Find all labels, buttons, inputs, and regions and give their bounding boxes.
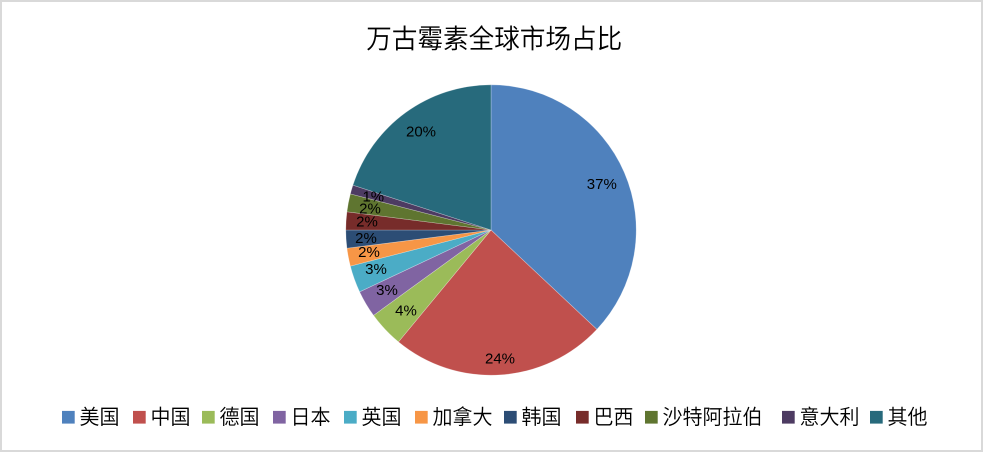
svg-text:1%: 1%: [362, 189, 384, 206]
svg-text:3%: 3%: [376, 282, 398, 299]
svg-text:2%: 2%: [355, 230, 377, 247]
svg-text:2%: 2%: [356, 214, 378, 231]
svg-text:24%: 24%: [485, 350, 515, 367]
svg-text:4%: 4%: [395, 302, 417, 319]
svg-text:20%: 20%: [406, 123, 436, 140]
svg-text:2%: 2%: [359, 201, 381, 218]
svg-text:2%: 2%: [358, 244, 380, 261]
svg-text:37%: 37%: [587, 176, 617, 193]
svg-text:3%: 3%: [365, 261, 387, 278]
